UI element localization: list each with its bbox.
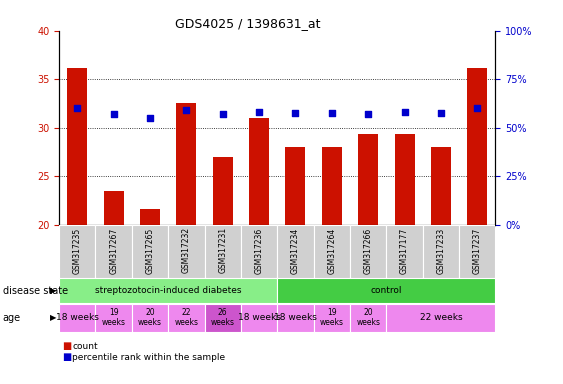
Text: GSM317231: GSM317231 [218,227,227,273]
Bar [104,191,124,225]
Bar [322,147,342,225]
Point [73,105,82,111]
Text: 20
weeks: 20 weeks [356,308,380,327]
Point [109,111,118,117]
Bar [204,304,241,331]
Bar [132,304,168,331]
Point [254,109,263,115]
Bar [68,68,87,225]
Bar [213,157,233,225]
Bar [350,304,386,331]
Text: 22 weeks: 22 weeks [419,313,462,322]
Text: ■: ■ [62,341,71,351]
Text: GSM317235: GSM317235 [73,227,82,273]
Bar [140,209,160,225]
Point [473,105,482,111]
Bar [278,304,314,331]
Text: control: control [370,286,402,295]
Bar [459,225,495,278]
Point [327,110,336,116]
Bar [59,304,96,331]
Bar [132,225,168,278]
Point [400,109,409,115]
Text: percentile rank within the sample: percentile rank within the sample [72,353,225,362]
Bar [176,103,196,225]
Text: 22
weeks: 22 weeks [175,308,198,327]
Text: 18 weeks: 18 weeks [56,313,99,322]
Bar [96,225,132,278]
Bar [431,147,451,225]
Bar [168,304,204,331]
Text: age: age [3,313,21,323]
Bar [386,304,495,331]
Text: 19
weeks: 19 weeks [320,308,344,327]
Text: GSM317177: GSM317177 [400,227,409,273]
Bar [395,134,414,225]
Bar [423,225,459,278]
Text: ▶: ▶ [50,313,56,323]
Bar [59,225,96,278]
Text: GSM317237: GSM317237 [473,227,482,273]
Bar [350,225,386,278]
Bar [278,225,314,278]
Text: GSM317264: GSM317264 [327,227,336,273]
Text: disease state: disease state [3,286,68,296]
Text: 18 weeks: 18 weeks [238,313,280,322]
Bar [467,68,487,225]
Text: count: count [72,342,98,351]
Text: ▶: ▶ [50,286,56,295]
Point [364,111,373,117]
Text: streptozotocin-induced diabetes: streptozotocin-induced diabetes [95,286,242,295]
Text: 18 weeks: 18 weeks [274,313,317,322]
Bar [241,225,277,278]
Bar [168,225,204,278]
Point [291,110,300,116]
Text: ■: ■ [62,352,71,362]
Text: GDS4025 / 1398631_at: GDS4025 / 1398631_at [175,17,320,30]
Text: GSM317233: GSM317233 [436,227,445,273]
Text: 19
weeks: 19 weeks [102,308,126,327]
Bar [314,225,350,278]
Bar [204,225,241,278]
Text: GSM317234: GSM317234 [291,227,300,273]
Text: GSM317265: GSM317265 [145,227,154,273]
Text: GSM317232: GSM317232 [182,227,191,273]
Bar [314,304,350,331]
Text: 20
weeks: 20 weeks [138,308,162,327]
Text: GSM317266: GSM317266 [364,227,373,273]
Bar [249,118,269,225]
Bar [59,278,277,303]
Bar [241,304,277,331]
Text: GSM317267: GSM317267 [109,227,118,273]
Bar [96,304,132,331]
Point [145,115,154,121]
Bar [285,147,306,225]
Bar [358,134,378,225]
Bar [386,225,423,278]
Bar [278,278,495,303]
Point [218,111,227,117]
Text: GSM317236: GSM317236 [254,227,263,273]
Point [436,110,445,116]
Text: 26
weeks: 26 weeks [211,308,235,327]
Point [182,107,191,113]
